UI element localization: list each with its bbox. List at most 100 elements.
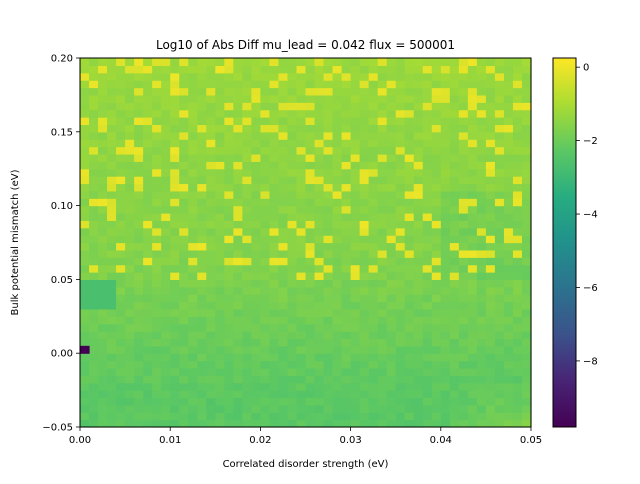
- heatmap-cell: [341, 109, 352, 118]
- heatmap-cell: [359, 72, 370, 81]
- heatmap-cell: [98, 249, 108, 258]
- heatmap-cell: [233, 168, 243, 177]
- heatmap-cell: [314, 286, 325, 295]
- heatmap-cell: [215, 198, 225, 207]
- heatmap-cell: [422, 80, 433, 89]
- heatmap-cell: [179, 360, 189, 369]
- heatmap-cell: [251, 338, 261, 347]
- heatmap-cell: [179, 198, 189, 207]
- heatmap-cell: [143, 124, 153, 133]
- heatmap-cell: [305, 94, 316, 103]
- heatmap-cell: [197, 102, 207, 111]
- heatmap-cell: [215, 117, 225, 126]
- heatmap-cell: [287, 131, 298, 140]
- heatmap-cell: [314, 390, 325, 399]
- heatmap-cell: [242, 294, 252, 303]
- heatmap-cell: [242, 80, 252, 89]
- heatmap-cell: [224, 131, 234, 140]
- heatmap-cell: [287, 235, 298, 244]
- heatmap-cell: [296, 279, 307, 288]
- heatmap-cell: [314, 153, 325, 162]
- heatmap-cell: [98, 153, 108, 162]
- heatmap-cell: [521, 338, 532, 347]
- heatmap-cell: [206, 264, 216, 273]
- heatmap-cell: [521, 397, 532, 406]
- heatmap-cell: [431, 80, 442, 89]
- heatmap-cell: [89, 117, 99, 126]
- heatmap-cell: [170, 183, 180, 192]
- heatmap-cell: [413, 279, 424, 288]
- heatmap-cell: [107, 301, 117, 310]
- heatmap-cell: [215, 227, 225, 236]
- heatmap-cell: [143, 227, 153, 236]
- y-tick-label: 0.00: [51, 349, 73, 360]
- heatmap-cell: [242, 124, 252, 133]
- heatmap-cell: [80, 286, 90, 295]
- heatmap-cell: [458, 72, 469, 81]
- heatmap-cell: [323, 87, 334, 96]
- heatmap-cell: [260, 316, 271, 325]
- heatmap-cell: [386, 249, 397, 258]
- heatmap-cell: [386, 87, 397, 96]
- heatmap-cell: [125, 212, 135, 221]
- heatmap-cell: [197, 146, 207, 155]
- heatmap-cell: [458, 301, 469, 310]
- heatmap-cell: [215, 353, 225, 362]
- heatmap-cell: [125, 331, 135, 340]
- heatmap-cell: [89, 257, 99, 266]
- heatmap-cell: [152, 109, 162, 118]
- heatmap-cell: [134, 65, 144, 74]
- heatmap-cell: [224, 94, 234, 103]
- heatmap-cell: [368, 412, 379, 421]
- heatmap-cell: [341, 316, 352, 325]
- heatmap-cell: [296, 168, 307, 177]
- heatmap-cell: [467, 286, 478, 295]
- heatmap-cell: [98, 345, 108, 354]
- heatmap-cell: [188, 220, 198, 229]
- heatmap-cell: [449, 257, 460, 266]
- heatmap-cell: [494, 367, 505, 376]
- heatmap-cell: [494, 190, 505, 199]
- heatmap-cell: [170, 146, 180, 155]
- heatmap-cell: [440, 235, 451, 244]
- heatmap-cell: [152, 257, 162, 266]
- heatmap-cell: [503, 183, 514, 192]
- heatmap-cell: [161, 212, 171, 221]
- heatmap-cell: [116, 117, 126, 126]
- heatmap-cell: [359, 198, 370, 207]
- heatmap-cell: [422, 272, 433, 280]
- heatmap-cell: [188, 190, 198, 199]
- heatmap-cell: [449, 412, 460, 421]
- heatmap-cell: [395, 146, 406, 155]
- heatmap-cell: [251, 220, 261, 229]
- heatmap-cell: [89, 146, 99, 155]
- heatmap-cell: [323, 272, 334, 280]
- heatmap-cell: [359, 249, 370, 258]
- heatmap-cell: [107, 212, 117, 221]
- heatmap-cell: [359, 94, 370, 103]
- heatmap-cell: [422, 375, 433, 384]
- heatmap-cell: [323, 124, 334, 133]
- heatmap-cell: [98, 124, 108, 133]
- heatmap-cell: [314, 183, 325, 192]
- heatmap-cell: [332, 382, 343, 391]
- heatmap-cell: [197, 257, 207, 266]
- heatmap-cell: [413, 264, 424, 273]
- heatmap-cell: [341, 124, 352, 133]
- heatmap-cell: [512, 404, 523, 413]
- heatmap-cell: [422, 72, 433, 81]
- heatmap-cell: [503, 190, 514, 199]
- heatmap-cell: [341, 404, 352, 413]
- heatmap-cell: [395, 72, 406, 81]
- heatmap-cell: [206, 198, 216, 207]
- heatmap-cell: [404, 279, 415, 288]
- heatmap-cell: [98, 183, 108, 192]
- heatmap-cell: [89, 205, 99, 214]
- y-axis: −0.050.000.050.100.150.20: [42, 54, 80, 434]
- heatmap-cell: [314, 353, 325, 362]
- heatmap-cell: [134, 58, 144, 66]
- heatmap-cell: [260, 338, 271, 347]
- heatmap-cell: [422, 205, 433, 214]
- heatmap-cell: [431, 198, 442, 207]
- heatmap-cell: [485, 294, 496, 303]
